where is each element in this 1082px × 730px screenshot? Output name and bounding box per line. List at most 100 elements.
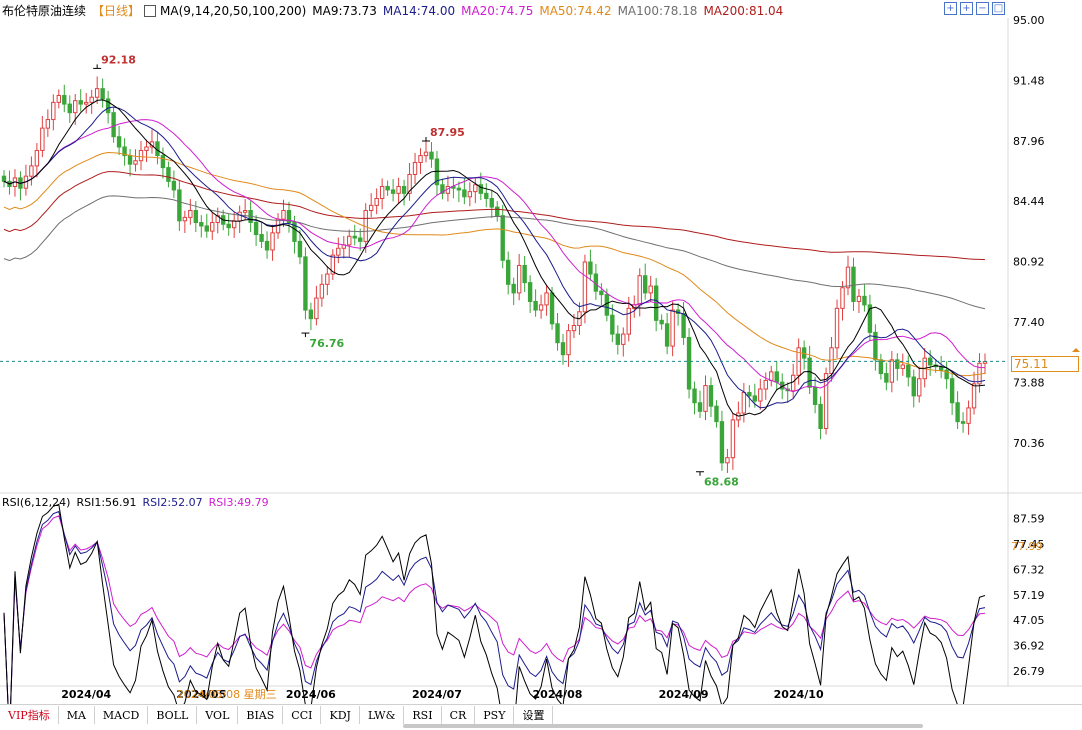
candle-body xyxy=(878,359,884,375)
tab-macd[interactable]: MACD xyxy=(95,706,149,724)
tab-psy[interactable]: PSY xyxy=(475,706,515,724)
candle-body xyxy=(823,373,829,429)
candle-body xyxy=(407,173,412,194)
candle-body xyxy=(741,391,747,414)
candle-body xyxy=(160,155,166,169)
tab-rsi[interactable]: RSI xyxy=(404,706,442,724)
candle-body xyxy=(538,304,544,311)
candle-body xyxy=(769,371,774,381)
candle-body xyxy=(527,282,533,302)
period-label[interactable]: 【日线】 xyxy=(92,4,141,18)
ma9-line xyxy=(3,99,986,417)
candle-body xyxy=(714,405,719,423)
candle-body xyxy=(127,155,133,165)
price-axis-tick: 91.48 xyxy=(1013,74,1045,87)
ma14-value: MA14:74.00 xyxy=(382,3,456,18)
candle-body xyxy=(599,290,604,296)
candle-body xyxy=(544,292,549,306)
tab-lw[interactable]: LW& xyxy=(360,706,405,724)
candle-body xyxy=(368,204,374,212)
horizontal-scrollbar[interactable] xyxy=(403,724,923,728)
tab-cci[interactable]: CCI xyxy=(283,706,322,724)
candle-body xyxy=(314,297,319,320)
candle-body xyxy=(330,254,336,275)
candle-body xyxy=(45,119,51,129)
ma20-value: MA20:74.75 xyxy=(461,3,534,18)
low-label: 76.76 xyxy=(309,337,344,350)
candle-body xyxy=(944,369,949,380)
candle-body xyxy=(67,103,72,114)
candle-body xyxy=(319,283,325,299)
candle-body xyxy=(478,184,483,194)
candle-body xyxy=(681,312,686,339)
candle-body xyxy=(588,261,593,275)
candle-body xyxy=(566,330,571,356)
candle-body xyxy=(697,402,703,412)
candle-body xyxy=(790,374,796,392)
candle-body xyxy=(56,95,62,103)
candle-body xyxy=(906,364,911,378)
maximize-icon[interactable]: □ xyxy=(992,2,1005,15)
candle-body xyxy=(533,300,538,311)
zoom-out-icon[interactable]: − xyxy=(976,2,989,15)
chart-settings-icon[interactable] xyxy=(144,4,157,17)
price-axis-tick: 87.96 xyxy=(1013,135,1045,148)
candle-body xyxy=(308,309,314,320)
date-axis-tick: 2024/07 xyxy=(412,688,462,701)
candle-body xyxy=(429,151,434,160)
candle-body xyxy=(495,206,500,217)
candle-body xyxy=(182,216,188,222)
date-axis-tick: 2024/04 xyxy=(61,688,111,701)
candle-body xyxy=(851,266,856,302)
candle-body xyxy=(204,225,209,232)
rsi-marker-value: 77.99 xyxy=(1011,540,1043,553)
candle-body xyxy=(884,373,889,383)
candle-body xyxy=(467,191,473,198)
candle-body xyxy=(549,292,555,325)
candle-body xyxy=(210,222,215,232)
date-axis-tick: 2024/08 xyxy=(533,688,583,701)
candle-body xyxy=(889,359,895,383)
ma20-line xyxy=(3,119,986,393)
candle-body xyxy=(582,261,588,313)
candle-body xyxy=(286,210,292,224)
tab-vip[interactable]: VIP指标 xyxy=(0,706,59,724)
rsi-axis-tick: 87.59 xyxy=(1013,513,1045,526)
ma50-line xyxy=(3,151,986,377)
candle-body xyxy=(708,385,714,407)
expand-icon[interactable]: + xyxy=(944,2,957,15)
tab-kdj[interactable]: KDJ xyxy=(321,706,360,724)
ma50-value: MA50:74.42 xyxy=(539,3,612,18)
candle-body xyxy=(325,273,330,285)
candle-body xyxy=(423,151,429,157)
candle-body xyxy=(51,101,56,121)
candle-body xyxy=(604,294,610,316)
candle-body xyxy=(703,385,708,412)
candle-body xyxy=(193,210,199,224)
candle-body xyxy=(522,264,527,284)
candle-body xyxy=(138,149,144,162)
candle-body xyxy=(807,357,812,388)
candle-body xyxy=(456,187,462,191)
tab-vol[interactable]: VOL xyxy=(197,706,239,724)
candle-body xyxy=(100,88,105,100)
tab-cr[interactable]: CR xyxy=(442,706,476,724)
candle-body xyxy=(1,175,7,182)
candle-body xyxy=(297,240,303,258)
candle-body xyxy=(253,222,259,236)
candle-body xyxy=(637,275,642,306)
tab-bias[interactable]: BIAS xyxy=(238,706,284,724)
candle-body xyxy=(40,127,45,151)
candle-body xyxy=(166,167,171,182)
tab-settings[interactable]: 设置 xyxy=(514,706,554,724)
candle-body xyxy=(511,283,516,294)
candle-body xyxy=(385,185,390,191)
candle-body xyxy=(358,237,363,242)
tab-ma[interactable]: MA xyxy=(59,706,95,724)
zoom-in-icon[interactable]: + xyxy=(960,2,973,15)
candle-body xyxy=(670,309,675,347)
candle-body xyxy=(834,307,840,349)
candle-body xyxy=(237,211,242,222)
tab-boll[interactable]: BOLL xyxy=(148,706,198,724)
